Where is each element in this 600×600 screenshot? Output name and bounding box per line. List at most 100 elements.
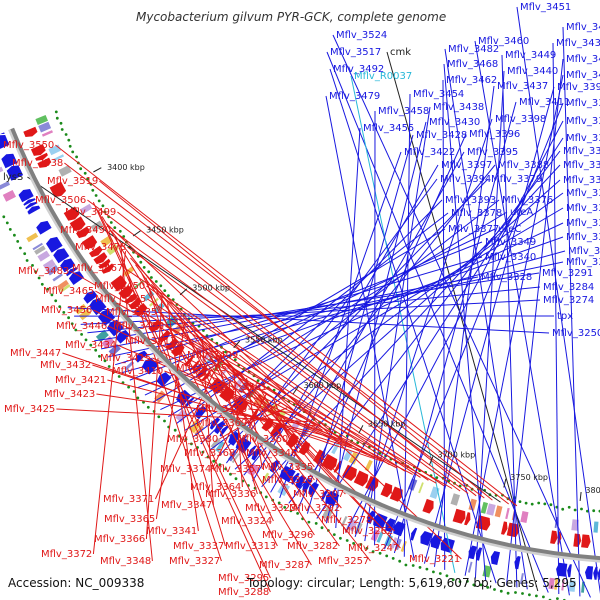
gc-dot	[157, 415, 161, 419]
gc-dot	[50, 293, 54, 297]
plus-cog-block	[581, 581, 585, 593]
minus-gene-label: Mflv_3327	[169, 556, 220, 567]
gc-dot	[55, 116, 59, 120]
gc-dot	[74, 328, 78, 332]
plus-leader-line	[209, 192, 564, 451]
minus-gene-label: Mflv_3380	[167, 434, 218, 445]
plus-gene-label: Mflv_3392	[566, 98, 600, 109]
plus-gene-label: Mflv_3379	[491, 174, 542, 185]
gc-dot	[371, 550, 375, 554]
minus-gene-label: Mflv_3296	[262, 530, 313, 541]
minus-cog-block	[364, 459, 373, 472]
plus-gene-label: Mflv_3492	[333, 64, 384, 75]
plus-strand-gene	[141, 357, 159, 375]
plus-gene-label: cmk	[390, 47, 411, 58]
plus-strand-gene	[430, 534, 443, 550]
plus-gene-label: Mflv_3428	[416, 130, 467, 141]
minus-strand-gene	[380, 482, 393, 498]
minus-gene-label: Mflv_3506	[35, 195, 86, 206]
gc-dot	[451, 578, 455, 582]
minus-leader-line	[92, 201, 271, 593]
plus-strand-gene	[46, 236, 63, 253]
minus-leader-line	[135, 264, 340, 547]
gc-dot	[543, 502, 547, 506]
plus-leader-line	[434, 85, 495, 567]
plus-strand-gene	[597, 568, 600, 581]
minus-strand-gene	[365, 475, 379, 492]
minus-gene-label: Mflv_3365	[104, 514, 155, 525]
minus-leader-line	[127, 246, 461, 492]
plus-leader-line	[562, 26, 581, 597]
gc-dot	[19, 246, 22, 250]
gc-dot	[212, 459, 216, 463]
gc-dot	[97, 199, 101, 203]
minus-gene-label: Mflv_3323	[245, 503, 296, 514]
gc-dot	[234, 477, 238, 481]
minus-leader-line	[167, 303, 199, 532]
minus-gene-label: Mflv_3287	[259, 560, 310, 571]
plus-strand-gene	[410, 527, 418, 541]
gc-dot	[201, 450, 205, 454]
gc-dot	[58, 305, 62, 308]
tick-label: 3550 kbp	[245, 336, 283, 345]
minus-leader-line	[87, 199, 485, 499]
minus-gene-label: Mflv_3538	[12, 158, 63, 169]
gc-dot	[71, 150, 75, 154]
gc-dot	[167, 294, 170, 297]
plus-gene-label: Mflv_3386	[566, 116, 600, 127]
plus-leader-line	[137, 236, 564, 389]
plus-gene-label: Mflv_3395	[467, 147, 518, 158]
minus-leader-line	[202, 339, 214, 506]
gc-dot	[378, 551, 382, 555]
gc-dot	[530, 502, 534, 506]
plus-cog-block	[2, 190, 16, 202]
plus-leader-line	[67, 307, 550, 334]
minus-gene-label: Mflv_3335	[262, 462, 313, 473]
gc-dot	[46, 287, 50, 291]
minus-strand-gene	[101, 263, 114, 274]
gc-dot	[147, 270, 151, 274]
plus-leader-line	[94, 272, 540, 342]
minus-leader-line	[248, 407, 288, 424]
gc-dot	[109, 221, 113, 224]
minus-gene-label: lysS	[3, 172, 23, 183]
plus-cog-block	[561, 579, 565, 591]
gc-dot	[359, 543, 363, 546]
minus-gene-label: Mflv_3550	[3, 140, 54, 151]
gc-dot	[435, 476, 439, 479]
minus-gene-label: Mflv_3381	[216, 382, 267, 393]
plus-gene-label: Mflv_3482	[448, 44, 499, 55]
gc-dot	[229, 472, 232, 476]
plus-gene-label: Mflv_3325	[566, 218, 600, 229]
gc-dot	[224, 350, 227, 354]
minus-strand-gene	[342, 464, 357, 481]
plus-gene-label: Mflv_3300	[566, 257, 600, 268]
plus-leader-line	[350, 75, 456, 574]
plus-cog-block	[26, 232, 39, 243]
minus-gene-label: Mflv_3385	[176, 363, 227, 374]
plus-cog-block	[568, 580, 576, 592]
plus-gene-label: Mflv_3398	[495, 114, 546, 125]
minus-gene-label: Mflv_3262	[342, 526, 393, 537]
backbone-ring	[10, 127, 600, 561]
tick-label: 3450 kbp	[146, 226, 184, 235]
minus-gene-label: Mflv_3360	[237, 434, 288, 445]
plus-cog-block	[247, 463, 259, 477]
plus-cog-block	[75, 303, 87, 315]
gc-dot	[83, 171, 87, 175]
plus-cog-block	[101, 336, 115, 349]
plus-cog-block	[215, 441, 225, 453]
gc-dot	[37, 276, 41, 280]
minus-gene-label: Mflv_3347	[161, 500, 212, 511]
gc-dot	[101, 204, 105, 208]
minus-gene-label: Mflv_3435	[106, 307, 157, 318]
gc-dot	[132, 390, 136, 393]
minus-gene-label: Mflv_3247	[348, 543, 399, 554]
minus-strand-gene	[475, 515, 491, 531]
gc-dot	[8, 228, 12, 231]
gc-dot	[514, 591, 517, 594]
genome-backbone	[8, 127, 600, 563]
minus-gene-label: Mflv_3423	[44, 389, 95, 400]
map-title: Mycobacterium gilvum PYR-GCK, complete g…	[136, 10, 446, 24]
minus-gene-label: Mflv_3288	[218, 587, 269, 598]
